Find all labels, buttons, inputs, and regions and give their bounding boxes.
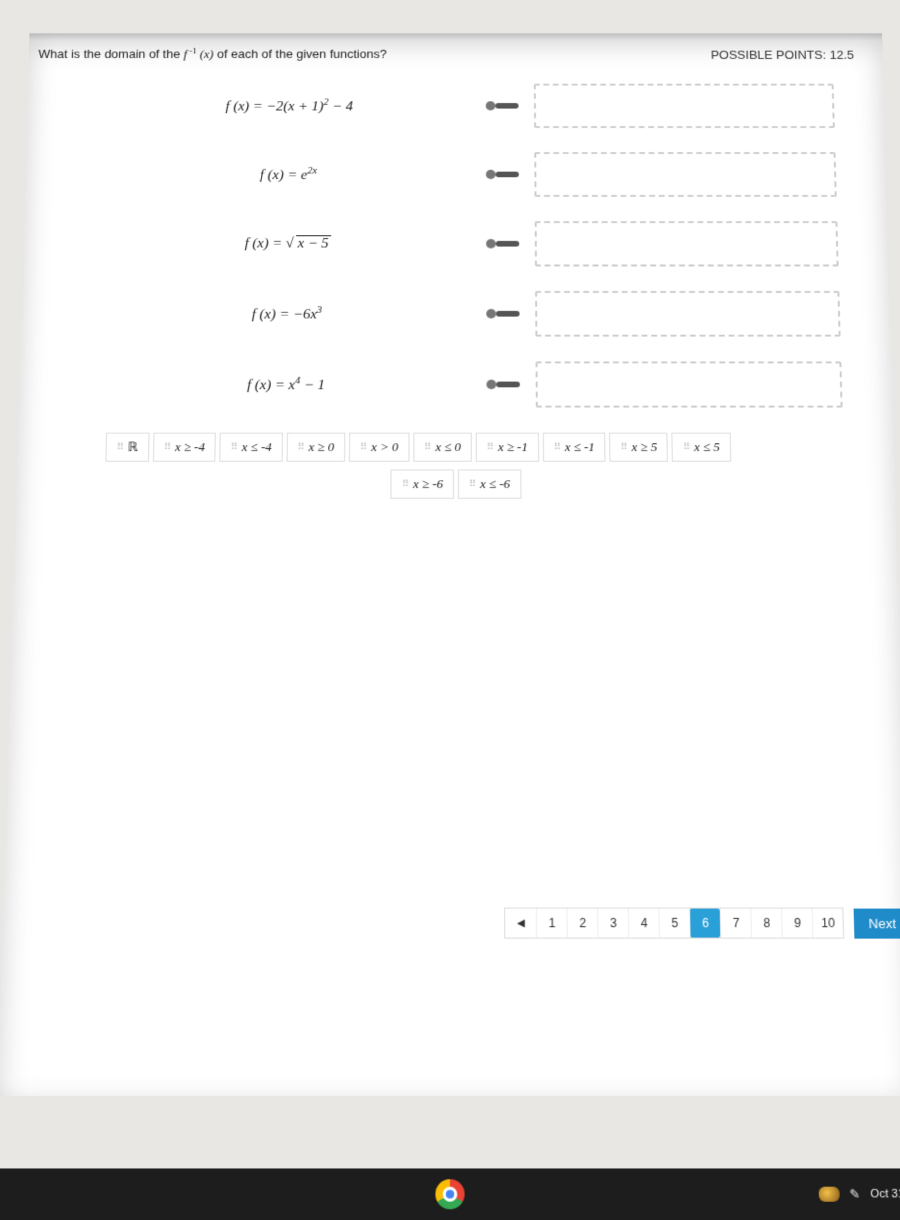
grip-icon: ⠿ (683, 442, 688, 453)
tile-ge-0[interactable]: ⠿ x ≥ 0 (286, 433, 345, 462)
handle-dot-icon (486, 102, 496, 111)
pager-page-6[interactable]: 6 (689, 909, 720, 938)
handle-dot-icon (486, 309, 496, 319)
grip-icon: ⠿ (360, 442, 365, 453)
pager-prev[interactable]: ◀ (505, 909, 536, 938)
pager-page-5[interactable]: 5 (659, 909, 690, 938)
grip-icon: ⠿ (402, 479, 407, 490)
function-row-5: f (x) = x4 − 1 (107, 358, 847, 412)
grip-icon: ⠿ (424, 442, 429, 453)
answer-bank-row-2: ⠿ x ≥ -6 ⠿ x ≤ -6 (25, 464, 887, 499)
tile-label: x > 0 (371, 440, 398, 456)
tile-label: x ≤ -6 (480, 477, 510, 493)
drop-box[interactable] (535, 221, 839, 266)
tile-label: x ≤ 0 (435, 440, 461, 456)
pager-page-2[interactable]: 2 (567, 909, 598, 938)
tile-ge-5[interactable]: ⠿ x ≥ 5 (609, 433, 668, 462)
tile-le-0[interactable]: ⠿ x ≤ 0 (413, 433, 472, 462)
tile-le-neg6[interactable]: ⠿ x ≤ -6 (458, 470, 521, 499)
tile-label: ℝ (128, 440, 139, 456)
pager-page-8[interactable]: 8 (751, 909, 782, 938)
function-row-2: f (x) = e2x (112, 149, 841, 201)
function-expr-2: f (x) = e2x (112, 166, 464, 184)
pager-page-4[interactable]: 4 (628, 909, 659, 938)
tile-label: x ≤ 5 (694, 440, 720, 456)
tile-real[interactable]: ⠿ℝ (105, 433, 149, 462)
function-expr-3: f (x) = √x − 5 (110, 236, 464, 253)
tile-label: x ≥ -4 (175, 440, 205, 456)
handle-dot-icon (486, 239, 496, 248)
drop-target-3[interactable] (488, 218, 843, 271)
taskbar: ✎ Oct 31 (0, 1168, 900, 1220)
drop-target-4[interactable] (488, 287, 845, 340)
drop-box[interactable] (534, 84, 835, 128)
tile-ge-neg6[interactable]: ⠿ x ≥ -6 (391, 470, 454, 499)
handle-dot-icon (486, 380, 496, 390)
pager-page-1[interactable]: 1 (536, 909, 567, 938)
handle-bar-icon (496, 241, 519, 247)
tray-app-icon[interactable] (818, 1187, 839, 1202)
handle-bar-icon (496, 382, 520, 388)
function-row-3: f (x) = √x − 5 (110, 218, 843, 271)
grip-icon: ⠿ (230, 442, 235, 453)
grip-icon: ⠿ (620, 442, 625, 453)
chrome-icon[interactable] (435, 1179, 464, 1209)
handle-bar-icon (495, 103, 518, 109)
drop-target-5[interactable] (488, 358, 846, 412)
handle-bar-icon (496, 172, 519, 178)
drop-box[interactable] (536, 362, 843, 408)
pen-icon[interactable]: ✎ (849, 1187, 860, 1202)
grip-icon: ⠿ (469, 479, 474, 490)
grip-icon: ⠿ (487, 442, 492, 453)
tile-gt-0[interactable]: ⠿ x > 0 (349, 433, 409, 462)
function-expr-1: f (x) = −2(x + 1)2 − 4 (114, 97, 465, 115)
drop-box[interactable] (535, 291, 841, 337)
function-expr-4: f (x) = −6x3 (109, 305, 465, 323)
handle-dot-icon (486, 170, 496, 179)
grip-icon: ⠿ (297, 442, 302, 453)
tile-label: x ≥ 0 (309, 440, 335, 456)
top-shadow (29, 33, 882, 40)
quiz-screen: POSSIBLE POINTS: 12.5 What is the domain… (0, 33, 900, 1096)
tile-label: x ≥ -6 (413, 477, 443, 493)
tile-ge-neg1[interactable]: ⠿ x ≥ -1 (476, 433, 539, 462)
answer-bank-row-1: ⠿ℝ ⠿x ≥ -4 ⠿x ≤ -4 ⠿x ≥ 0 ⠿x > 0 ⠿x ≤ 0 … (105, 433, 858, 462)
question-fn: f -1 (x) (184, 47, 214, 61)
tray-date: Oct 31 (870, 1188, 900, 1201)
pager-page-7[interactable]: 7 (720, 909, 751, 938)
tile-label: x ≥ 5 (631, 440, 657, 456)
grip-icon: ⠿ (116, 442, 122, 453)
pager-page-3[interactable]: 3 (597, 909, 628, 938)
question-prefix: What is the domain of the (38, 47, 184, 61)
system-tray: ✎ Oct 31 (818, 1168, 900, 1220)
points-label: POSSIBLE POINTS: 12.5 (711, 48, 854, 62)
function-row-4: f (x) = −6x3 (108, 287, 844, 340)
grip-icon: ⠿ (553, 442, 558, 453)
question-suffix: of each of the given functions? (217, 47, 387, 61)
grip-icon: ⠿ (164, 442, 169, 453)
drop-target-1[interactable] (488, 80, 839, 132)
tile-label: x ≤ -4 (242, 440, 272, 456)
pager-bar: ◀ 1 2 3 4 5 6 7 8 9 10 Next (504, 908, 900, 939)
function-row-1: f (x) = −2(x + 1)2 − 4 (113, 80, 838, 132)
tile-le-5[interactable]: ⠿ x ≤ 5 (672, 433, 731, 462)
handle-bar-icon (496, 311, 520, 317)
drop-box[interactable] (534, 152, 836, 197)
tile-ge-neg4[interactable]: ⠿ x ≥ -4 (153, 433, 216, 462)
tile-le-neg4[interactable]: ⠿ x ≤ -4 (219, 433, 282, 462)
pager-page-9[interactable]: 9 (781, 909, 812, 938)
next-button[interactable]: Next (854, 908, 900, 938)
drop-target-2[interactable] (488, 149, 841, 201)
tile-label: x ≥ -1 (498, 440, 528, 456)
tile-le-neg1[interactable]: ⠿ x ≤ -1 (543, 433, 606, 462)
pager: ◀ 1 2 3 4 5 6 7 8 9 10 (504, 908, 844, 939)
tile-label: x ≤ -1 (565, 440, 595, 456)
function-expr-5: f (x) = x4 − 1 (107, 376, 465, 394)
pager-page-10[interactable]: 10 (812, 909, 843, 938)
function-rows: f (x) = −2(x + 1)2 − 4 f (x) = e2x f (x)… (107, 80, 847, 411)
